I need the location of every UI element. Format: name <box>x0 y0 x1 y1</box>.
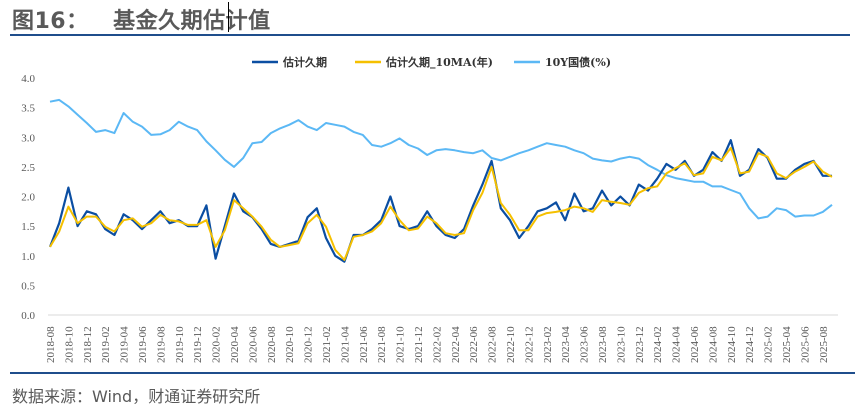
x-tick-label: 2023-06 <box>579 326 591 363</box>
y-tick-label: 1.0 <box>21 251 35 263</box>
x-tick-label: 2025-06 <box>799 326 811 363</box>
y-tick-label: 2.5 <box>21 162 35 174</box>
legend-label-duration-ma: 估计久期_10MA(年) <box>385 55 493 70</box>
legend-label-duration: 估计久期 <box>282 55 327 69</box>
x-tick-label: 2022-06 <box>468 326 480 363</box>
x-tick-label: 2022-08 <box>487 326 499 363</box>
x-tick-label: 2019-10 <box>174 326 186 363</box>
series-line-10y-yield <box>49 98 833 220</box>
legend-label-10y-yield: 10Y国债(%) <box>545 55 611 69</box>
x-tick-label: 2021-06 <box>358 326 370 363</box>
y-tick-label: 0.0 <box>21 310 35 322</box>
x-tick-label: 2024-10 <box>726 326 738 363</box>
x-tick-label: 2023-08 <box>597 326 609 363</box>
x-tick-label: 2024-02 <box>652 326 664 363</box>
series-line-duration-ma <box>49 146 833 261</box>
legend: 估计久期 估计久期_10MA(年) 10Y国债(%) <box>252 55 611 70</box>
x-tick-label: 2023-10 <box>615 326 627 363</box>
x-tick-label: 2021-02 <box>321 326 333 363</box>
x-tick-label: 2020-10 <box>284 326 296 363</box>
x-tick-label: 2020-12 <box>303 326 315 363</box>
x-tick-label: 2019-04 <box>119 326 131 363</box>
text-cursor <box>228 2 229 32</box>
y-tick-label: 0.5 <box>21 280 35 292</box>
x-tick-label: 2019-12 <box>192 326 204 363</box>
x-tick-label: 2020-06 <box>247 326 259 363</box>
y-tick-label: 2.0 <box>21 192 35 204</box>
x-tick-label: 2024-12 <box>744 326 756 363</box>
figure-title: 图16： 基金久期估计值 <box>12 9 271 34</box>
x-tick-label: 2024-04 <box>671 326 683 363</box>
x-tick-label: 2022-10 <box>505 326 517 363</box>
x-tick-label: 2018-08 <box>45 326 57 363</box>
y-tick-label: 3.5 <box>21 103 35 115</box>
x-tick-label: 2022-12 <box>523 326 535 363</box>
x-tick-label: 2021-12 <box>413 326 425 363</box>
x-tick-label: 2025-08 <box>818 326 830 363</box>
x-tick-label: 2025-02 <box>763 326 775 363</box>
source-note: 数据来源：Wind，财通证券研究所 <box>12 387 261 406</box>
x-tick-label: 2024-06 <box>689 326 701 363</box>
x-tick-label: 2019-02 <box>100 326 112 363</box>
y-tick-label: 3.0 <box>21 132 35 144</box>
x-tick-label: 2024-08 <box>707 326 719 363</box>
x-tick-label: 2021-08 <box>376 326 388 363</box>
x-tick-label: 2021-04 <box>339 326 351 363</box>
x-tick-label: 2020-08 <box>266 326 278 363</box>
source-divider <box>10 372 855 374</box>
x-tick-label: 2023-12 <box>634 326 646 363</box>
x-tick-label: 2019-08 <box>155 326 167 363</box>
x-tick-label: 2021-10 <box>395 326 407 363</box>
title-divider <box>10 34 850 36</box>
x-tick-label: 2023-02 <box>542 326 554 363</box>
x-tick-label: 2018-12 <box>82 326 94 363</box>
y-tick-label: 1.5 <box>21 221 35 233</box>
x-tick-label: 2025-04 <box>781 326 793 363</box>
x-tick-label: 2020-04 <box>229 326 241 363</box>
x-tick-label: 2018-10 <box>63 326 75 363</box>
x-tick-label: 2022-04 <box>450 326 462 363</box>
x-tick-label: 2023-04 <box>560 326 572 363</box>
y-tick-label: 4.0 <box>21 73 35 85</box>
x-tick-label: 2022-02 <box>431 326 443 363</box>
x-tick-label: 2019-06 <box>137 326 149 363</box>
x-tick-label: 2020-02 <box>211 326 223 363</box>
